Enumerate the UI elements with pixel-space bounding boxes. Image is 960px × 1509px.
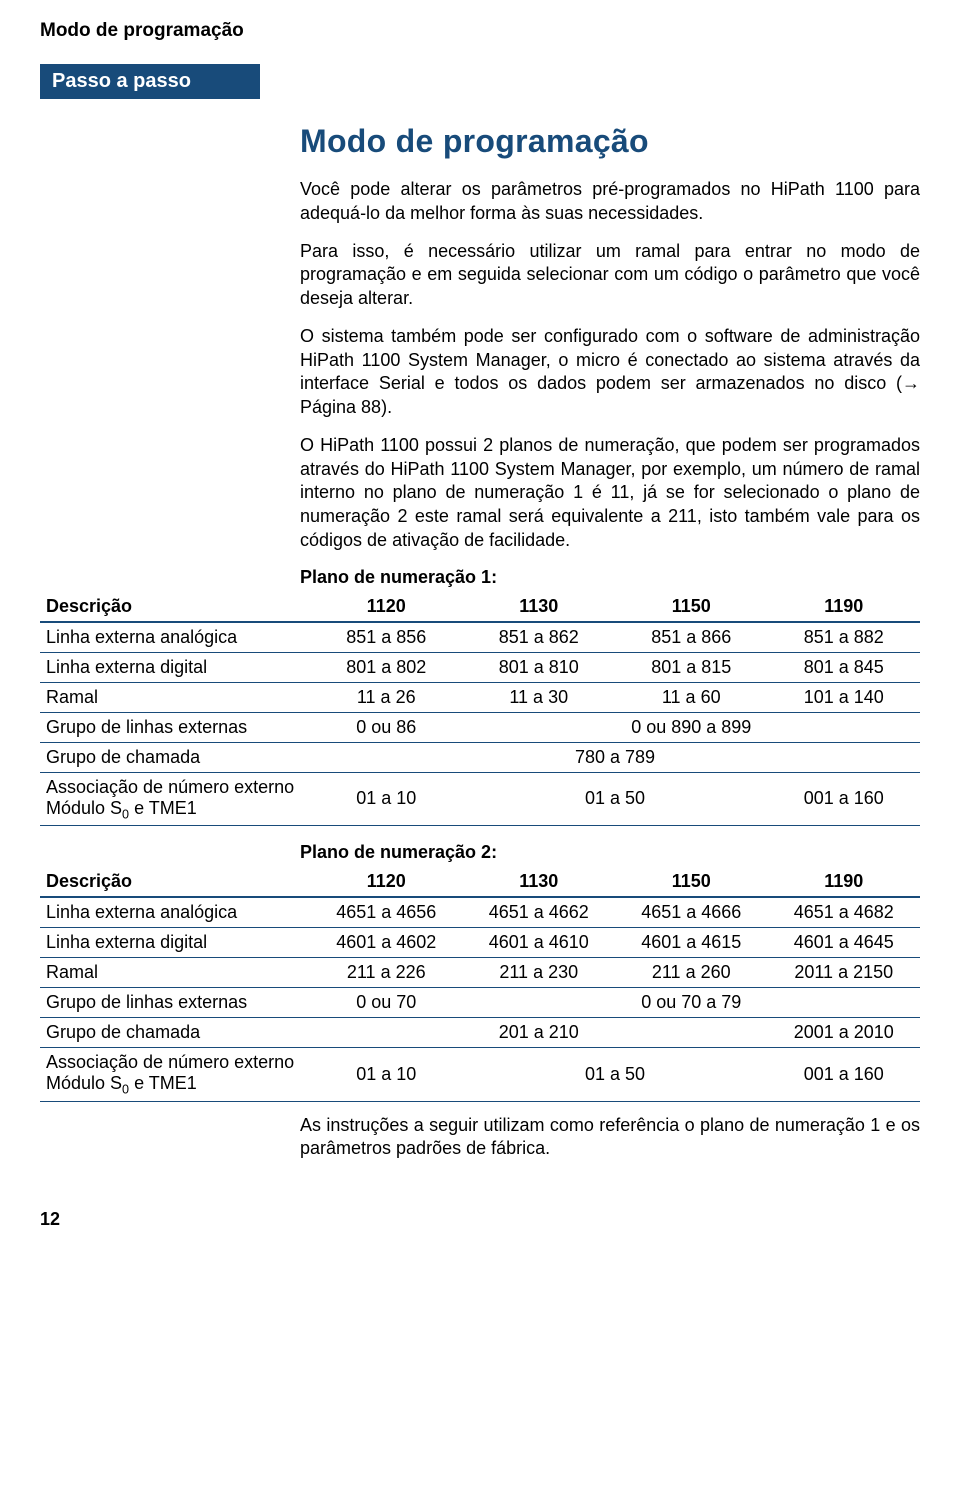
cell: 851 a 866	[615, 622, 768, 653]
cell: 4651 a 4656	[310, 897, 463, 928]
main-column: Plano de numeração 2:	[290, 826, 920, 867]
cell: 01 a 50	[463, 1048, 768, 1102]
footer-note-wrap: As instruções a seguir utilizam como ref…	[40, 1114, 920, 1176]
plan2-table: Descrição 1120 1130 1150 1190 Linha exte…	[40, 867, 920, 1102]
running-header: Modo de programação	[40, 20, 920, 42]
cell: 01 a 10	[310, 1048, 463, 1102]
table-row: Grupo de linhas externas 0 ou 70 0 ou 70…	[40, 988, 920, 1018]
col-1130: 1130	[463, 592, 616, 622]
cell: 851 a 882	[768, 622, 921, 653]
cell: 01 a 50	[463, 772, 768, 826]
plan2-heading: Plano de numeração 2:	[300, 842, 920, 863]
row-label-post: e TME1	[129, 798, 197, 818]
row-label: Associação de número externo Módulo S0 e…	[40, 1048, 310, 1102]
cell: 851 a 862	[463, 622, 616, 653]
cell: 101 a 140	[768, 682, 921, 712]
cell: 4651 a 4682	[768, 897, 921, 928]
paragraph-1: Você pode alterar os parâmetros pré-prog…	[300, 178, 920, 226]
cell: 0 ou 890 a 899	[463, 712, 921, 742]
row-label-post: e TME1	[129, 1073, 197, 1093]
row-label: Grupo de linhas externas	[40, 988, 310, 1018]
table-row: Linha externa digital 4601 a 4602 4601 a…	[40, 928, 920, 958]
row-label: Grupo de chamada	[40, 742, 310, 772]
table-row: Grupo de linhas externas 0 ou 86 0 ou 89…	[40, 712, 920, 742]
cell: 0 ou 86	[310, 712, 463, 742]
cell: 4601 a 4645	[768, 928, 921, 958]
cell: 11 a 60	[615, 682, 768, 712]
table-row: Ramal 211 a 226 211 a 230 211 a 260 2011…	[40, 958, 920, 988]
table-row: Grupo de chamada 780 a 789	[40, 742, 920, 772]
row-label: Ramal	[40, 682, 310, 712]
main-column: As instruções a seguir utilizam como ref…	[290, 1114, 920, 1176]
row-label: Grupo de linhas externas	[40, 712, 310, 742]
content-wrap: Modo de programação Você pode alterar os…	[40, 99, 920, 592]
paragraph-4: O HiPath 1100 possui 2 planos de numeraç…	[300, 434, 920, 553]
col-1130: 1130	[463, 867, 616, 897]
cell: 780 a 789	[310, 742, 920, 772]
table-row: Linha externa digital 801 a 802 801 a 81…	[40, 652, 920, 682]
subscript: 0	[122, 1083, 129, 1097]
cell: 4601 a 4615	[615, 928, 768, 958]
cell: 001 a 160	[768, 772, 921, 826]
col-1120: 1120	[310, 867, 463, 897]
table-row: Ramal 11 a 26 11 a 30 11 a 60 101 a 140	[40, 682, 920, 712]
cell: 801 a 845	[768, 652, 921, 682]
cell: 4601 a 4602	[310, 928, 463, 958]
col-1190: 1190	[768, 592, 921, 622]
subscript: 0	[122, 807, 129, 821]
cell: 801 a 810	[463, 652, 616, 682]
plan1-heading: Plano de numeração 1:	[300, 567, 920, 588]
sidebar-tab: Passo a passo	[40, 64, 260, 99]
row-label: Linha externa analógica	[40, 622, 310, 653]
row-label: Ramal	[40, 958, 310, 988]
cell: 001 a 160	[768, 1048, 921, 1102]
cell: 201 a 210	[310, 1018, 768, 1048]
row-label: Linha externa digital	[40, 928, 310, 958]
row-label: Grupo de chamada	[40, 1018, 310, 1048]
footer-note: As instruções a seguir utilizam como ref…	[300, 1114, 920, 1162]
cell: 211 a 230	[463, 958, 616, 988]
cell: 4651 a 4662	[463, 897, 616, 928]
col-desc: Descrição	[40, 592, 310, 622]
paragraph-3: O sistema também pode ser configurado co…	[300, 325, 920, 420]
cell: 801 a 815	[615, 652, 768, 682]
cell: 2011 a 2150	[768, 958, 921, 988]
col-1150: 1150	[615, 592, 768, 622]
cell: 4651 a 4666	[615, 897, 768, 928]
cell: 01 a 10	[310, 772, 463, 826]
row-label: Linha externa analógica	[40, 897, 310, 928]
row-label: Associação de número externo Módulo S0 e…	[40, 772, 310, 826]
table-row: Linha externa analógica 4651 a 4656 4651…	[40, 897, 920, 928]
cell: 2001 a 2010	[768, 1018, 921, 1048]
col-1150: 1150	[615, 867, 768, 897]
table-row: Grupo de chamada 201 a 210 2001 a 2010	[40, 1018, 920, 1048]
cell: 0 ou 70 a 79	[463, 988, 921, 1018]
cell: 211 a 226	[310, 958, 463, 988]
cell: 4601 a 4610	[463, 928, 616, 958]
table-row: Associação de número externo Módulo S0 e…	[40, 1048, 920, 1102]
table-header-row: Descrição 1120 1130 1150 1190	[40, 592, 920, 622]
section-title: Modo de programação	[300, 123, 920, 160]
table-row: Linha externa analógica 851 a 856 851 a …	[40, 622, 920, 653]
cell: 211 a 260	[615, 958, 768, 988]
col-1190: 1190	[768, 867, 921, 897]
main-column: Modo de programação Você pode alterar os…	[290, 99, 920, 592]
cell: 11 a 30	[463, 682, 616, 712]
cell: 0 ou 70	[310, 988, 463, 1018]
paragraph-2: Para isso, é necessário utilizar um rama…	[300, 240, 920, 311]
table-header-row: Descrição 1120 1130 1150 1190	[40, 867, 920, 897]
cell: 11 a 26	[310, 682, 463, 712]
col-desc: Descrição	[40, 867, 310, 897]
cell: 801 a 802	[310, 652, 463, 682]
row-label: Linha externa digital	[40, 652, 310, 682]
col-1120: 1120	[310, 592, 463, 622]
page-container: Modo de programação Passo a passo Modo d…	[0, 0, 960, 1260]
cell: 851 a 856	[310, 622, 463, 653]
plan2-heading-wrap: Plano de numeração 2:	[40, 826, 920, 867]
plan1-table: Descrição 1120 1130 1150 1190 Linha exte…	[40, 592, 920, 827]
table-row: Associação de número externo Módulo S0 e…	[40, 772, 920, 826]
page-number: 12	[40, 1209, 920, 1230]
